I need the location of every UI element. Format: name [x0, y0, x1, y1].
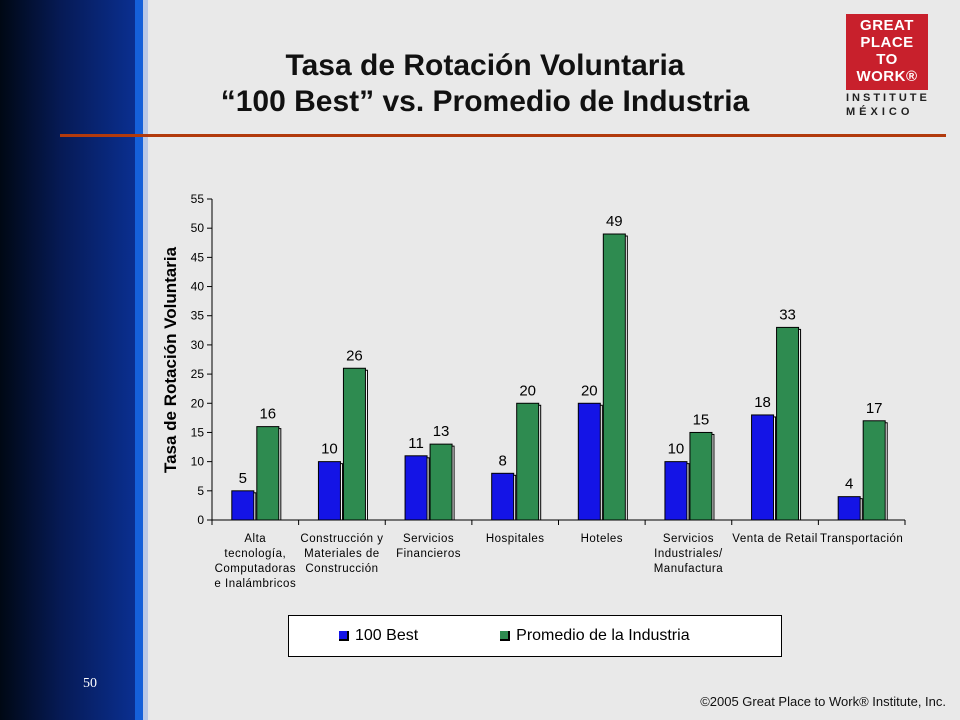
- x-tick-label: Servicios Financieros: [396, 533, 461, 560]
- bar-100-best: [491, 472, 515, 521]
- title-rule: [60, 134, 946, 137]
- logo-line: PLACE: [860, 34, 914, 51]
- y-tick-label: 45: [191, 250, 205, 264]
- light-stripe: [143, 0, 148, 720]
- bar-100-best: [317, 461, 341, 521]
- legend-label-promedio: Promedio de la Industria: [516, 627, 690, 644]
- y-tick-label: 20: [191, 396, 205, 410]
- x-tick-label-line: Computadoras: [215, 563, 296, 575]
- data-label-100-best: 18: [754, 394, 771, 411]
- logo-box: GREAT PLACE TO WORK®: [846, 14, 928, 90]
- y-tick-label: 10: [191, 455, 205, 469]
- bar-100-best: [664, 461, 688, 521]
- logo-line: GREAT: [860, 17, 914, 34]
- y-tick-label: 25: [191, 367, 205, 381]
- blue-stripe: [135, 0, 143, 720]
- logo-line: WORK®: [856, 68, 918, 85]
- x-tick-label: Transportación: [820, 533, 903, 545]
- y-tick-label: 50: [191, 221, 205, 235]
- x-tick-label-line: Hospitales: [486, 533, 545, 545]
- legend-swatch-100-best: [339, 631, 349, 641]
- bar-100-best: [404, 455, 428, 521]
- data-label-100-best: 10: [321, 441, 338, 458]
- y-tick-label: 5: [197, 484, 204, 498]
- x-tick-label-line: Manufactura: [654, 563, 724, 575]
- slide-title-line2: “100 Best” vs. Promedio de Industria: [220, 85, 750, 118]
- y-axis-label: Tasa de Rotación Voluntaria: [161, 246, 180, 473]
- copyright: ©2005 Great Place to Work® Institute, In…: [700, 694, 946, 709]
- x-tick-label: Servicios Industriales/Manufactura: [654, 533, 724, 575]
- bar-promedio: [429, 443, 453, 521]
- data-label-promedio: 49: [606, 213, 623, 230]
- chart-legend: 100 Best Promedio de la Industria: [288, 615, 782, 657]
- x-tick-label-line: Construcción: [305, 563, 378, 575]
- x-tick-label-line: tecnología,: [224, 548, 286, 560]
- x-tick-label-line: Servicios: [663, 533, 714, 545]
- great-place-to-work-logo: GREAT PLACE TO WORK® INSTITUTE MÉXICO: [846, 14, 932, 120]
- y-tick-label: 30: [191, 338, 205, 352]
- bar-promedio: [256, 426, 280, 521]
- legend-item-100-best: 100 Best: [339, 627, 418, 645]
- data-label-promedio: 33: [779, 306, 796, 323]
- chart: Tasa de Rotación Voluntaria 0 5 10 15 20 25 30…: [150, 180, 930, 610]
- data-label-100-best: 8: [499, 452, 507, 469]
- legend-label-100-best: 100 Best: [355, 627, 419, 644]
- x-tick-label: Alta tecnología, Computadoras e Inalámbrico…: [214, 533, 296, 590]
- bar-promedio: [862, 420, 886, 521]
- bar-chart: Tasa de Rotación Voluntaria 0 5 10 15 20 25 30…: [161, 192, 906, 590]
- data-label-100-best: 10: [668, 441, 685, 458]
- data-label-promedio: 15: [693, 411, 710, 428]
- data-label-100-best: 11: [408, 435, 424, 452]
- bar-100-best: [577, 402, 601, 521]
- bar-100-best: [751, 414, 775, 521]
- bar-promedio: [602, 233, 626, 521]
- data-label-promedio: 13: [433, 423, 450, 440]
- x-tick-label-line: Construcción y: [300, 533, 383, 545]
- logo-line: TO: [876, 51, 898, 68]
- logo-mexico: MÉXICO: [846, 106, 914, 118]
- y-tick-label: 15: [191, 425, 205, 439]
- bar-100-best: [231, 490, 255, 521]
- bar-promedio: [689, 431, 713, 521]
- data-label-promedio: 26: [346, 347, 363, 364]
- data-label-100-best: 20: [581, 382, 598, 399]
- left-band: [0, 0, 135, 720]
- x-tick-label: Hospitales: [486, 533, 545, 545]
- x-tick-label-line: Venta de Retail: [732, 533, 818, 545]
- bar-promedio: [776, 326, 800, 521]
- y-tick-label: 40: [191, 280, 205, 294]
- x-tick-label: Construcción y Materiales de Construcción: [300, 533, 383, 575]
- bar-100-best: [837, 496, 861, 521]
- y-tick-label: 55: [191, 192, 205, 206]
- slide-title-line1: Tasa de Rotación Voluntaria: [285, 49, 685, 82]
- bar-promedio: [342, 367, 366, 521]
- x-tick-label-line: Transportación: [820, 533, 903, 545]
- legend-item-promedio: Promedio de la Industria: [500, 627, 690, 645]
- x-tick-label-line: Financieros: [396, 548, 461, 560]
- x-tick-label: Hoteles: [581, 533, 624, 545]
- data-label-promedio: 20: [519, 382, 536, 399]
- logo-institute: INSTITUTE: [846, 92, 930, 104]
- x-tick-label-line: Hoteles: [581, 533, 624, 545]
- slide-title: Tasa de Rotación Voluntaria “100 Best” v…: [160, 48, 810, 120]
- y-tick-label: 0: [197, 513, 204, 527]
- data-label-100-best: 4: [845, 476, 853, 493]
- y-tick-label: 35: [191, 309, 205, 323]
- x-tick-label-line: Materiales de: [304, 548, 380, 560]
- x-tick-label-line: Servicios: [403, 533, 454, 545]
- data-label-100-best: 5: [239, 470, 247, 487]
- x-tick-label-line: Industriales/: [654, 548, 723, 560]
- x-tick-label-line: Alta: [244, 533, 266, 545]
- legend-swatch-promedio: [500, 631, 511, 641]
- data-label-promedio: 17: [866, 400, 883, 417]
- x-tick-label-line: e Inalámbricos: [214, 578, 296, 590]
- slide-number: 50: [83, 676, 97, 691]
- data-label-promedio: 16: [259, 406, 276, 423]
- bar-promedio: [516, 402, 540, 521]
- x-tick-label: Venta de Retail: [732, 533, 818, 545]
